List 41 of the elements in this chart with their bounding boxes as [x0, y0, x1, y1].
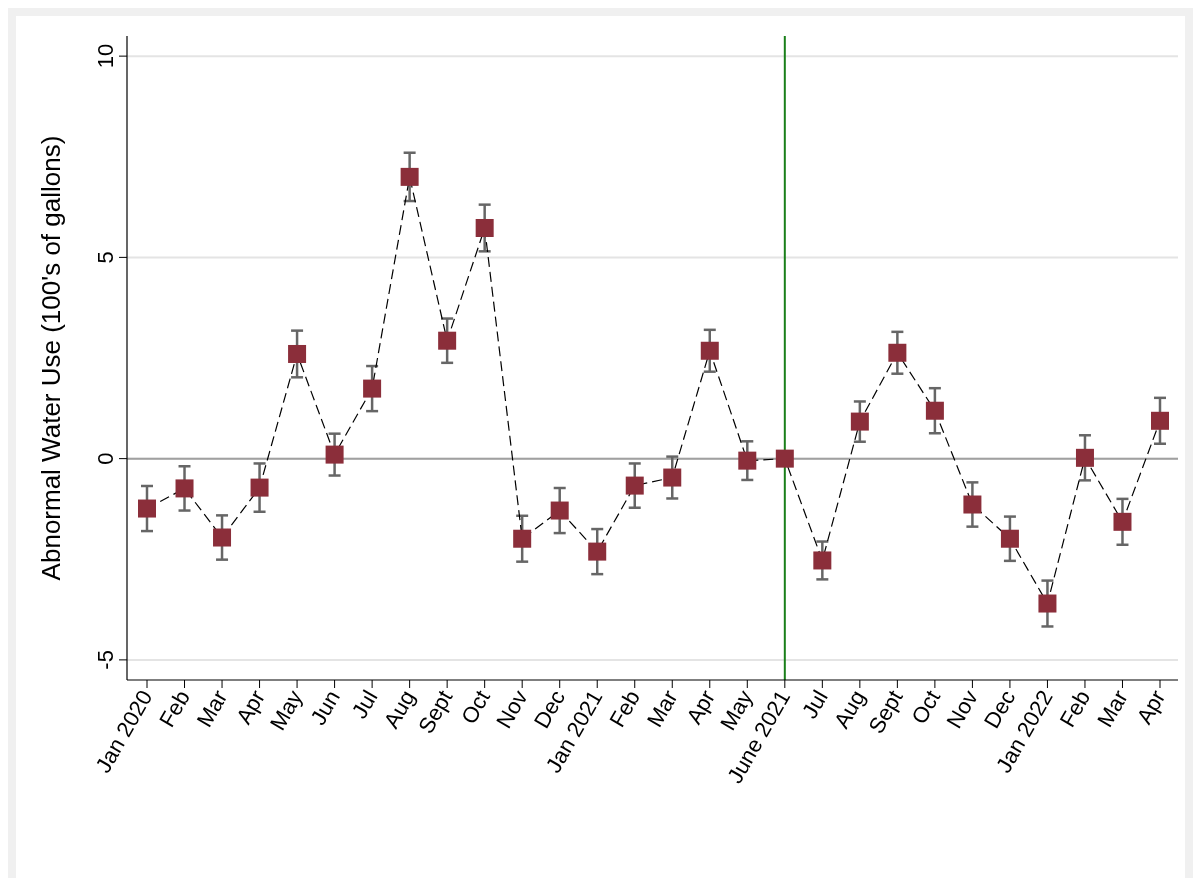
x-tick-label: Oct	[456, 686, 495, 729]
x-tick-label: Oct	[906, 686, 946, 729]
point	[138, 499, 156, 518]
y-tick-label: -5	[93, 650, 118, 670]
point	[625, 476, 644, 495]
point	[963, 495, 982, 514]
point	[813, 551, 832, 570]
x-tick-label: Jul	[346, 686, 383, 723]
point	[213, 528, 232, 547]
point	[738, 451, 757, 470]
point	[288, 344, 307, 363]
point	[1113, 512, 1132, 531]
x-tick-label: Jul	[796, 686, 833, 723]
point	[850, 412, 869, 431]
point	[438, 331, 457, 350]
point	[1000, 529, 1019, 548]
point	[775, 449, 794, 468]
point	[663, 468, 682, 487]
y-tick-label: 10	[93, 43, 118, 69]
x-tick-label: Apr	[1131, 686, 1171, 729]
x-tick-label: Apr	[231, 686, 270, 729]
point	[888, 343, 907, 362]
point	[250, 478, 269, 497]
y-axis-title: Abnormal Water Use (100's of gallons)	[36, 135, 66, 581]
x-tick-label: Jun	[305, 686, 345, 730]
point	[1151, 411, 1169, 430]
point	[363, 379, 382, 398]
point	[1075, 448, 1094, 467]
y-tick-label: 5	[93, 251, 118, 264]
point	[475, 218, 494, 237]
point	[175, 479, 194, 498]
point	[400, 167, 419, 186]
y-tick-label: 0	[93, 452, 118, 465]
point	[588, 542, 607, 561]
point	[550, 501, 569, 520]
point	[1038, 594, 1057, 613]
point	[700, 341, 719, 360]
point	[925, 401, 944, 420]
point	[513, 529, 532, 548]
x-tick-label: Apr	[681, 686, 721, 729]
point	[325, 445, 344, 464]
